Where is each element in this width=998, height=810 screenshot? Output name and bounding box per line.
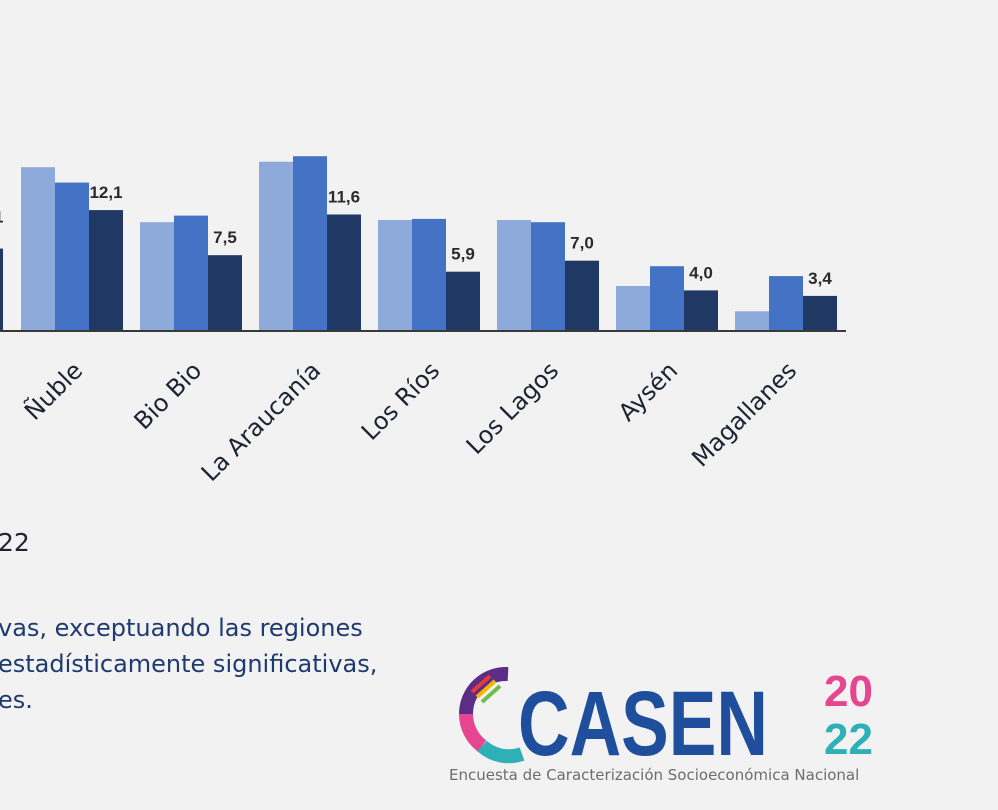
bar-3-5: [565, 260, 599, 330]
logo-c-mark: [458, 666, 525, 764]
bar-2-7: [769, 276, 803, 330]
bar-2-6: [650, 266, 684, 330]
casen-logo: CASEN 20 22: [458, 666, 873, 765]
category-label-7: Magallanes: [686, 356, 802, 472]
value-label-5: 7,0: [570, 234, 594, 253]
bar-1-1: [21, 167, 55, 330]
note-line-3: es.: [0, 686, 33, 714]
logo-year-top: 20: [824, 667, 873, 716]
note-line-1: vas, exceptuando las regiones: [0, 614, 363, 642]
bar-1-5: [497, 220, 531, 330]
category-label-1: Ñuble: [18, 355, 89, 426]
note-line-2: estadísticamente significativas,: [0, 650, 378, 678]
logo-tagline: Encuesta de Caracterización Socioeconómi…: [449, 766, 860, 784]
value-label-2: 7,5: [213, 228, 237, 247]
value-label-3: 11,6: [328, 188, 360, 207]
value-label-partial-left: 1: [0, 208, 3, 227]
value-labels-layer: 1 12,1 7,5 11,6 5,9 7,0 4,0 3,4: [0, 183, 832, 288]
category-label-6: Aysén: [613, 356, 683, 426]
bar-3-1: [89, 210, 123, 330]
logo-year-bottom: 22: [824, 715, 873, 764]
value-label-1: 12,1: [89, 183, 122, 202]
bars-layer: [0, 156, 837, 330]
category-label-4: Los Ríos: [356, 356, 445, 445]
bar-1-6: [616, 286, 650, 330]
bar-2-2: [174, 215, 208, 330]
category-label-2: Bio Bio: [129, 356, 208, 435]
bar-1-3: [259, 161, 293, 330]
value-label-7: 3,4: [808, 269, 832, 288]
bar-chart: 1 12,1 7,5 11,6 5,9 7,0 4,0 3,4 Ñuble Bio BioLa …: [0, 156, 846, 487]
bar-1-7: [735, 311, 769, 330]
bar-3-4: [446, 271, 480, 330]
bar-3-3: [327, 214, 361, 330]
bar-partial-left: [0, 248, 3, 330]
bar-3-2: [208, 255, 242, 330]
bar-1-2: [140, 222, 174, 330]
bar-3-7: [803, 295, 837, 330]
logo-wordmark: CASEN: [518, 673, 768, 765]
value-label-4: 5,9: [451, 245, 475, 264]
bar-2-3: [293, 156, 327, 330]
bar-2-4: [412, 218, 446, 330]
year-fragment: 22: [0, 528, 30, 557]
bar-2-1: [55, 182, 89, 330]
bar-2-5: [531, 222, 565, 330]
value-label-6: 4,0: [689, 263, 713, 282]
bar-3-6: [684, 290, 718, 330]
bar-1-4: [378, 220, 412, 330]
category-label-3: La Araucanía: [196, 356, 326, 486]
category-label-5: Los Lagos: [461, 356, 564, 459]
